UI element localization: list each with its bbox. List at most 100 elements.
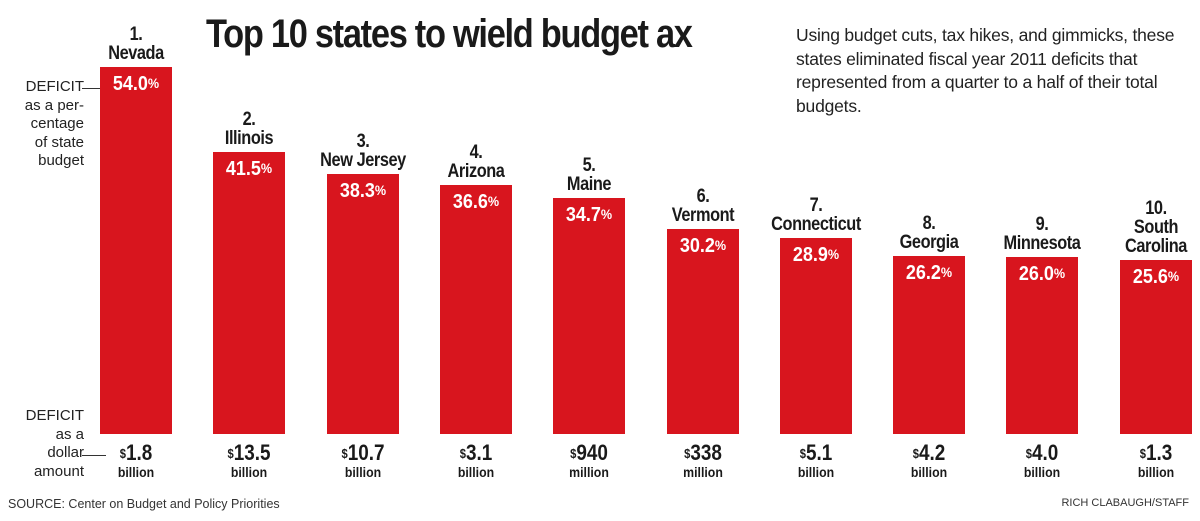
category-rank-label: 9. (1035, 214, 1049, 236)
dollar-axis-label-line: as a (55, 425, 84, 443)
dollar-amount-label: $3.1 (428, 442, 524, 464)
category-name-label: Vermont (671, 204, 734, 226)
bar (100, 67, 172, 434)
bar-value-number: 28.9 (792, 243, 828, 266)
category-name-label: New Jersey (319, 149, 406, 171)
category-name-label: South (1133, 217, 1179, 238)
dollar-unit-label: billion (457, 464, 495, 480)
category-rank-label: 10. (1144, 198, 1167, 219)
bar-value-label: 54.0% (95, 73, 178, 96)
dollar-amount-label: $940 (541, 442, 637, 464)
pct-axis-label: DEFICIT as a per- centage of state budge… (8, 78, 84, 171)
category-rank-label: 2. (242, 108, 256, 130)
bar (666, 228, 739, 434)
bar-value-label: 34.7% (548, 204, 631, 227)
bar-value-number: 34.7 (566, 204, 602, 227)
percent-symbol: % (714, 236, 726, 253)
dollar-axis-label-line: amount (33, 462, 84, 480)
category-rank-label: 1. (129, 24, 143, 45)
bar-value-number: 54.0 (112, 73, 148, 95)
percent-symbol: % (147, 75, 160, 91)
dollar-amount-label: $1.8 (88, 442, 184, 464)
dollar-symbol: $ (227, 446, 234, 461)
pct-leader-line (82, 88, 100, 89)
bar-value-number: 26.0 (1019, 263, 1055, 286)
dollar-amount-number: 1.8 (125, 440, 153, 465)
category-name-label: Connecticut (770, 213, 861, 235)
bar-value-label: 26.2% (888, 262, 971, 285)
chart-subtitle: Using budget cuts, tax hikes, and gimmic… (796, 25, 1175, 116)
category-rank-label: 7. (809, 194, 823, 216)
credit-note: RICH CLABAUGH/STAFF (1061, 497, 1189, 509)
bar (1006, 257, 1079, 434)
percent-symbol: % (487, 193, 500, 210)
dollar-symbol: $ (341, 446, 348, 461)
bar (439, 185, 512, 434)
dollar-amount-label: $1.3 (1108, 442, 1200, 464)
dollar-unit-label: million (682, 464, 723, 480)
dollar-amount-label: $5.1 (768, 442, 864, 464)
category-name-label: Illinois (225, 127, 274, 149)
dollar-unit-label: billion (231, 464, 268, 480)
dollar-amount-number: 10.7 (347, 440, 385, 465)
category-name-label: Arizona (447, 161, 505, 183)
dollar-symbol: $ (683, 446, 690, 461)
category-rank-label: 3. (356, 130, 369, 152)
bar-value-label: 25.6% (1114, 266, 1197, 289)
percent-symbol: % (1167, 268, 1179, 284)
dollar-symbol: $ (799, 446, 806, 461)
bar-value-label: 36.6% (434, 191, 517, 214)
dollar-amount-number: 13.5 (233, 440, 271, 465)
dollar-amount-number: 940 (576, 440, 609, 465)
bar-value-number: 36.6 (452, 191, 488, 214)
dollar-amount-number: 4.0 (1032, 440, 1059, 465)
bar-value-label: 26.0% (1001, 263, 1084, 286)
source-note: SOURCE: Center on Budget and Policy Prio… (8, 497, 280, 511)
percent-symbol: % (374, 181, 386, 198)
dollar-unit-label: billion (1024, 464, 1061, 480)
bar (213, 151, 286, 434)
dollar-unit-label: billion (1137, 464, 1174, 480)
percent-symbol: % (601, 206, 613, 223)
category-rank-label: 4. (469, 142, 483, 164)
dollar-symbol: $ (119, 446, 126, 461)
percent-symbol: % (941, 263, 953, 280)
bar (553, 198, 626, 434)
dollar-symbol: $ (1026, 446, 1033, 461)
pct-axis-label-line: as a per- (24, 96, 84, 114)
dollar-amount-label: $4.2 (881, 442, 977, 464)
bar-value-label: 30.2% (661, 235, 744, 258)
dollar-unit-label: billion (910, 464, 948, 480)
bar (1119, 260, 1192, 434)
dollar-unit-label: million (569, 464, 610, 480)
category-name-label: Minnesota (1003, 233, 1081, 255)
dollar-amount-number: 4.2 (919, 440, 946, 465)
percent-symbol: % (827, 245, 839, 262)
dollar-leader-line (82, 455, 106, 456)
pct-axis-label-line: budget (38, 152, 84, 169)
dollar-unit-label: billion (797, 464, 834, 480)
dollar-amount-number: 1.3 (1145, 440, 1172, 465)
bar-value-label: 28.9% (774, 244, 857, 267)
pct-axis-label-line: DEFICIT (25, 78, 84, 95)
bar-value-number: 38.3 (339, 179, 375, 202)
category-rank-label: 8. (922, 212, 936, 234)
bar (326, 173, 399, 434)
category-name-label: Nevada (108, 43, 164, 64)
pct-axis-label-line: of state (34, 133, 84, 151)
bar-value-number: 26.2 (905, 261, 942, 284)
percent-symbol: % (261, 159, 273, 176)
dollar-amount-label: $10.7 (314, 442, 410, 464)
percent-symbol: % (1054, 265, 1066, 282)
dollar-amount-number: 3.1 (465, 440, 493, 465)
category-rank-label: 5. (582, 155, 596, 177)
bar-value-label: 41.5% (208, 158, 291, 181)
dollar-amount-label: $4.0 (994, 442, 1090, 464)
dollar-amount-number: 5.1 (805, 440, 833, 465)
dollar-axis-label-line: DEFICIT (25, 407, 84, 424)
category-name-label: Maine (567, 174, 612, 196)
category-rank-label: 6. (696, 185, 709, 207)
dollar-unit-label: billion (117, 464, 155, 480)
dollar-unit-label: billion (344, 464, 381, 480)
